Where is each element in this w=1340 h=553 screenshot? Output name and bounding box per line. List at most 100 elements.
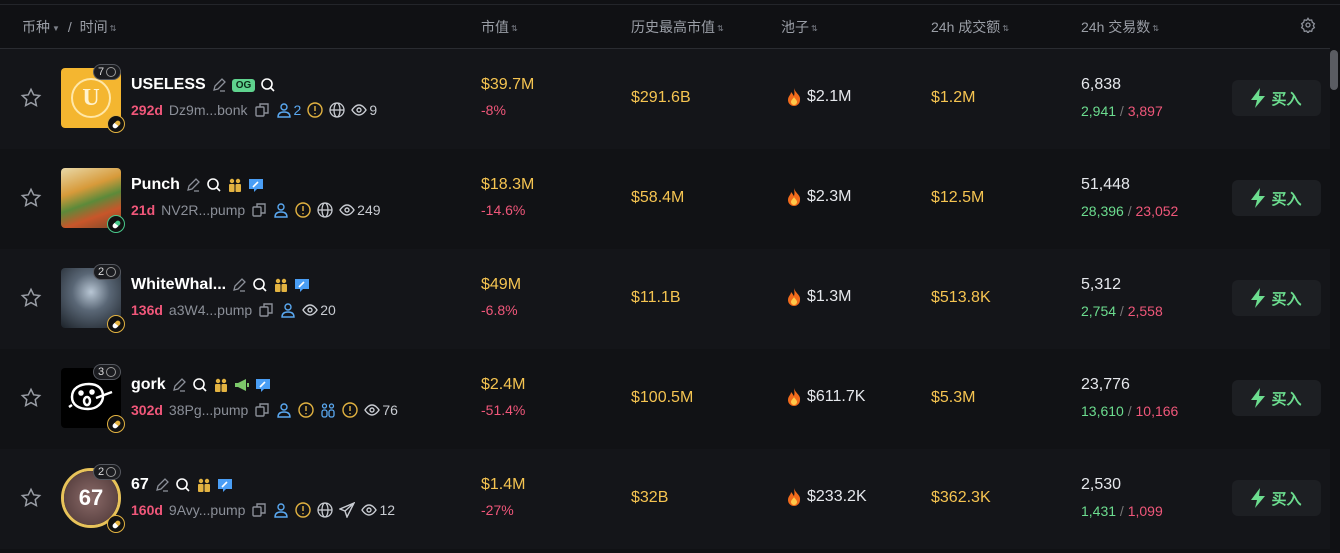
holders-indicator[interactable]: 2 bbox=[276, 102, 301, 118]
scrollbar[interactable] bbox=[1330, 50, 1338, 90]
market-cap: $2.4M bbox=[481, 376, 526, 393]
edit-icon[interactable] bbox=[211, 77, 227, 93]
eye-icon bbox=[339, 202, 355, 218]
telegram-indicator[interactable] bbox=[339, 502, 356, 518]
coin-header[interactable]: 币种 bbox=[22, 19, 50, 35]
group-indicator[interactable] bbox=[320, 402, 336, 418]
chart-circle-icon bbox=[106, 67, 117, 77]
buy-label: 买入 bbox=[1271, 390, 1302, 408]
sort-icon: ⇅ bbox=[109, 24, 117, 33]
token-age: 160d bbox=[131, 502, 163, 518]
table-header: 币种 ▼ / 时间 ⇅ 市值 ⇅ 历史最高市值 ⇅ 池子 ⇅ 24h 成交额 ⇅ 24h 交… bbox=[0, 5, 1330, 49]
search-icon[interactable] bbox=[206, 177, 222, 193]
dev-icon bbox=[196, 477, 212, 493]
token-age: 302d bbox=[131, 402, 163, 418]
lightning-icon bbox=[1251, 388, 1266, 408]
buy-button[interactable]: 买入 bbox=[1232, 480, 1321, 516]
fire-icon bbox=[788, 288, 801, 306]
token-name[interactable]: WhiteWhal... bbox=[131, 276, 227, 293]
token-address[interactable]: 9Avy...pump bbox=[168, 502, 246, 518]
edit-icon[interactable] bbox=[171, 377, 187, 393]
edit-icon[interactable] bbox=[154, 477, 170, 493]
star-icon[interactable] bbox=[20, 87, 42, 109]
pool-liquidity: $1.3M bbox=[787, 288, 851, 306]
holders-indicator[interactable] bbox=[273, 202, 289, 218]
gear-icon[interactable] bbox=[1300, 17, 1316, 33]
eye-indicator[interactable]: 76 bbox=[364, 402, 398, 418]
market-cap-change: -8% bbox=[481, 102, 506, 118]
token-name[interactable]: gork bbox=[131, 376, 166, 393]
globe-indicator[interactable] bbox=[329, 102, 345, 118]
market-cap-header-label: 市值 bbox=[481, 19, 509, 35]
token-name[interactable]: Punch bbox=[131, 176, 180, 193]
warning-indicator[interactable] bbox=[298, 402, 315, 418]
holders-indicator[interactable] bbox=[280, 302, 296, 318]
token-row[interactable]: 3 gork 302d 38Pg...pump 76 $2.4M -51.4% $1… bbox=[0, 349, 1330, 449]
globe-indicator[interactable] bbox=[317, 502, 334, 518]
holders-icon bbox=[276, 102, 292, 118]
buy-button[interactable]: 买入 bbox=[1232, 80, 1321, 116]
lightning-icon bbox=[1251, 88, 1266, 108]
holders-icon bbox=[276, 402, 292, 418]
token-meta: 292d Dz9m...bonk 2 9 bbox=[131, 102, 377, 118]
market-cap-header[interactable]: 市值 ⇅ bbox=[481, 17, 518, 37]
search-icon[interactable] bbox=[260, 77, 276, 93]
market-cap: $1.4M bbox=[481, 476, 526, 493]
copy-icon bbox=[258, 302, 274, 318]
txns-header[interactable]: 24h 交易数 ⇅ bbox=[1081, 17, 1159, 37]
eye-indicator[interactable]: 12 bbox=[361, 502, 395, 518]
token-address[interactable]: a3W4...pump bbox=[168, 302, 253, 318]
pool-header[interactable]: 池子 ⇅ bbox=[781, 17, 818, 37]
buy-button[interactable]: 买入 bbox=[1232, 380, 1321, 416]
globe-indicator[interactable] bbox=[317, 202, 333, 218]
star-icon[interactable] bbox=[20, 487, 42, 509]
eye-indicator[interactable]: 20 bbox=[302, 302, 336, 318]
ath-market-cap: $291.6B bbox=[631, 89, 691, 106]
edit-icon[interactable] bbox=[231, 277, 247, 293]
search-icon[interactable] bbox=[192, 377, 208, 393]
buy-label: 买入 bbox=[1271, 90, 1302, 108]
token-address[interactable]: 38Pg...pump bbox=[168, 402, 249, 418]
warning-indicator[interactable] bbox=[295, 202, 311, 218]
warning-indicator[interactable] bbox=[295, 502, 312, 518]
eye-indicator[interactable]: 249 bbox=[339, 202, 381, 218]
edit-icon[interactable] bbox=[185, 177, 201, 193]
copy-indicator[interactable] bbox=[254, 102, 270, 118]
pool-value: $2.3M bbox=[807, 188, 852, 205]
token-address[interactable]: Dz9m...bonk bbox=[168, 102, 248, 118]
holders-icon bbox=[273, 502, 289, 518]
token-row[interactable]: 2 WhiteWhal... 136d a3W4...pump 20 $49M -6… bbox=[0, 249, 1330, 349]
eye-indicator[interactable]: 9 bbox=[351, 102, 377, 118]
token-name[interactable]: USELESS bbox=[131, 76, 206, 93]
copy-indicator[interactable] bbox=[258, 302, 274, 318]
star-icon[interactable] bbox=[20, 387, 42, 409]
token-age: 21d bbox=[131, 202, 156, 218]
token-row[interactable]: U 7 USELESS OG 292d Dz9m...bonk 2 9 $39.7M -… bbox=[0, 49, 1330, 149]
token-name[interactable]: 67 bbox=[131, 476, 149, 493]
buy-button[interactable]: 买入 bbox=[1232, 280, 1321, 316]
star-icon[interactable] bbox=[20, 287, 42, 309]
token-avatar[interactable]: 67 bbox=[61, 468, 121, 528]
search-icon[interactable] bbox=[252, 277, 268, 293]
holders-indicator[interactable] bbox=[276, 402, 292, 418]
volume-header[interactable]: 24h 成交额 ⇅ bbox=[931, 17, 1009, 37]
pool-value: $1.3M bbox=[807, 288, 852, 305]
copy-indicator[interactable] bbox=[251, 502, 267, 518]
token-address[interactable]: NV2R...pump bbox=[161, 202, 246, 218]
search-icon[interactable] bbox=[175, 477, 191, 493]
ath-header[interactable]: 历史最高市值 ⇅ bbox=[631, 17, 724, 37]
caret-down-icon: ▼ bbox=[52, 24, 60, 33]
warning-indicator[interactable] bbox=[342, 402, 359, 418]
copy-indicator[interactable] bbox=[254, 402, 270, 418]
launchpad-pill-icon bbox=[107, 315, 125, 333]
lightning-icon bbox=[1251, 288, 1266, 308]
star-icon[interactable] bbox=[20, 187, 42, 209]
buy-button[interactable]: 买入 bbox=[1232, 180, 1321, 216]
copy-indicator[interactable] bbox=[251, 202, 267, 218]
sort-coin-time[interactable]: 币种 ▼ / 时间 ⇅ bbox=[22, 17, 116, 37]
token-row[interactable]: Punch 21d NV2R...pump 249 $18.3M -14.6% $5… bbox=[0, 149, 1330, 249]
warning-indicator[interactable] bbox=[307, 102, 324, 118]
time-header[interactable]: 时间 bbox=[79, 19, 108, 35]
holders-indicator[interactable] bbox=[273, 502, 289, 518]
token-row[interactable]: 67 2 67 160d 9Avy...pump 12 $1.4M -27% $32… bbox=[0, 449, 1330, 549]
